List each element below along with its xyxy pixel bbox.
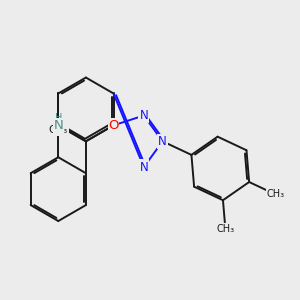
Text: H: H <box>55 113 63 123</box>
Text: N: N <box>140 109 148 122</box>
Text: CH₃: CH₃ <box>216 224 234 234</box>
Text: N: N <box>158 135 167 148</box>
Text: CH₃: CH₃ <box>49 125 68 135</box>
Text: CH₃: CH₃ <box>266 189 284 199</box>
Text: N: N <box>140 160 148 174</box>
Text: O: O <box>108 119 119 132</box>
Text: N: N <box>53 119 63 132</box>
